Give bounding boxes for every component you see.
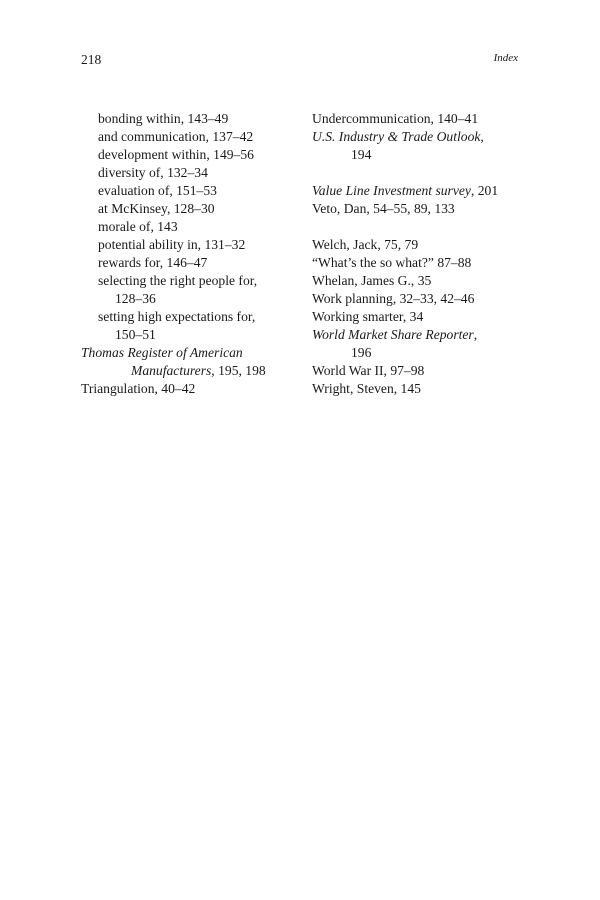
entry-text: potential ability in, 131–32 xyxy=(98,237,246,252)
index-entry: Undercommunication, 140–41 xyxy=(312,110,542,128)
entry-title-italic: World Market Share Reporter xyxy=(312,327,474,342)
entry-text: Undercommunication, 140–41 xyxy=(312,111,479,126)
index-entry: bonding within, 143–49 xyxy=(81,110,301,128)
entry-text: rewards for, 146–47 xyxy=(98,255,208,270)
entry-text: 194 xyxy=(351,147,372,162)
index-entry: Triangulation, 40–42 xyxy=(81,380,301,398)
index-entry: diversity of, 132–34 xyxy=(81,164,301,182)
entry-title-italic: Value Line Investment survey xyxy=(312,183,471,198)
entry-text: setting high expectations for, xyxy=(98,309,256,324)
entry-text: Wright, Steven, 145 xyxy=(312,381,421,396)
entry-text: , 201 xyxy=(470,183,499,198)
entry-text: Work planning, 32–33, 42–46 xyxy=(312,291,475,306)
entry-text: , xyxy=(480,129,484,144)
entry-text: selecting the right people for, xyxy=(98,273,258,288)
entry-text: “What’s the so what?” 87–88 xyxy=(312,255,472,270)
index-entry: potential ability in, 131–32 xyxy=(81,236,301,254)
entry-title-italic: U.S. Industry & Trade Outlook xyxy=(312,129,481,144)
index-entry: Thomas Register of American xyxy=(81,344,301,362)
index-entry: 150–51 xyxy=(81,326,301,344)
index-entry: 128–36 xyxy=(81,290,301,308)
entry-text: diversity of, 132–34 xyxy=(98,165,208,180)
entry-text: Triangulation, 40–42 xyxy=(81,381,196,396)
entry-text: 150–51 xyxy=(115,327,156,342)
page-number: 218 xyxy=(81,52,102,67)
index-entry: at McKinsey, 128–30 xyxy=(81,200,301,218)
index-entry: World War II, 97–98 xyxy=(312,362,542,380)
index-entry: “What’s the so what?” 87–88 xyxy=(312,254,542,272)
entry-text: Whelan, James G., 35 xyxy=(312,273,432,288)
entry-text: 128–36 xyxy=(115,291,156,306)
entry-title-italic: Manufacturers xyxy=(131,363,212,378)
index-entry: rewards for, 146–47 xyxy=(81,254,301,272)
entry-text: morale of, 143 xyxy=(98,219,178,234)
entry-text: bonding within, 143–49 xyxy=(98,111,229,126)
index-entry: evaluation of, 151–53 xyxy=(81,182,301,200)
entry-text: Working smarter, 34 xyxy=(312,309,424,324)
index-entry: and communication, 137–42 xyxy=(81,128,301,146)
entry-text: World War II, 97–98 xyxy=(312,363,425,378)
entry-text: , xyxy=(473,327,478,342)
entry-text: and communication, 137–42 xyxy=(98,129,254,144)
index-entry: Veto, Dan, 54–55, 89, 133 xyxy=(312,200,542,218)
index-entry: setting high expectations for, xyxy=(81,308,301,326)
index-column-right: Undercommunication, 140–41 U.S. Industry … xyxy=(312,110,542,398)
index-entry: World Market Share Reporter, xyxy=(312,326,542,344)
index-entry: 196 xyxy=(312,344,542,362)
index-entry: Manufacturers, 195, 198 xyxy=(81,362,301,380)
entry-title-italic: Thomas Register of American xyxy=(81,345,243,360)
index-entry: development within, 149–56 xyxy=(81,146,301,164)
entry-text: Veto, Dan, 54–55, 89, 133 xyxy=(312,201,455,216)
index-entry: morale of, 143 xyxy=(81,218,301,236)
index-entry: U.S. Industry & Trade Outlook, xyxy=(312,128,542,146)
entry-gap xyxy=(312,164,542,182)
entry-text: Welch, Jack, 75, 79 xyxy=(312,237,419,252)
index-column-left: bonding within, 143–49 and communication,… xyxy=(81,110,301,398)
entry-text: evaluation of, 151–53 xyxy=(98,183,217,198)
entry-gap xyxy=(312,218,542,236)
index-entry: Working smarter, 34 xyxy=(312,308,542,326)
index-entry: selecting the right people for, xyxy=(81,272,301,290)
entry-text: development within, 149–56 xyxy=(98,147,254,162)
index-entry: Work planning, 32–33, 42–46 xyxy=(312,290,542,308)
index-entry: Wright, Steven, 145 xyxy=(312,380,542,398)
index-entry: Value Line Investment survey, 201 xyxy=(312,182,542,200)
entry-text: , 195, 198 xyxy=(211,363,266,378)
entry-text: 196 xyxy=(351,345,372,360)
running-head: Index xyxy=(493,52,518,64)
entry-text: at McKinsey, 128–30 xyxy=(98,201,215,216)
index-entry: Welch, Jack, 75, 79 xyxy=(312,236,542,254)
index-entry: Whelan, James G., 35 xyxy=(312,272,542,290)
index-entry: 194 xyxy=(312,146,542,164)
